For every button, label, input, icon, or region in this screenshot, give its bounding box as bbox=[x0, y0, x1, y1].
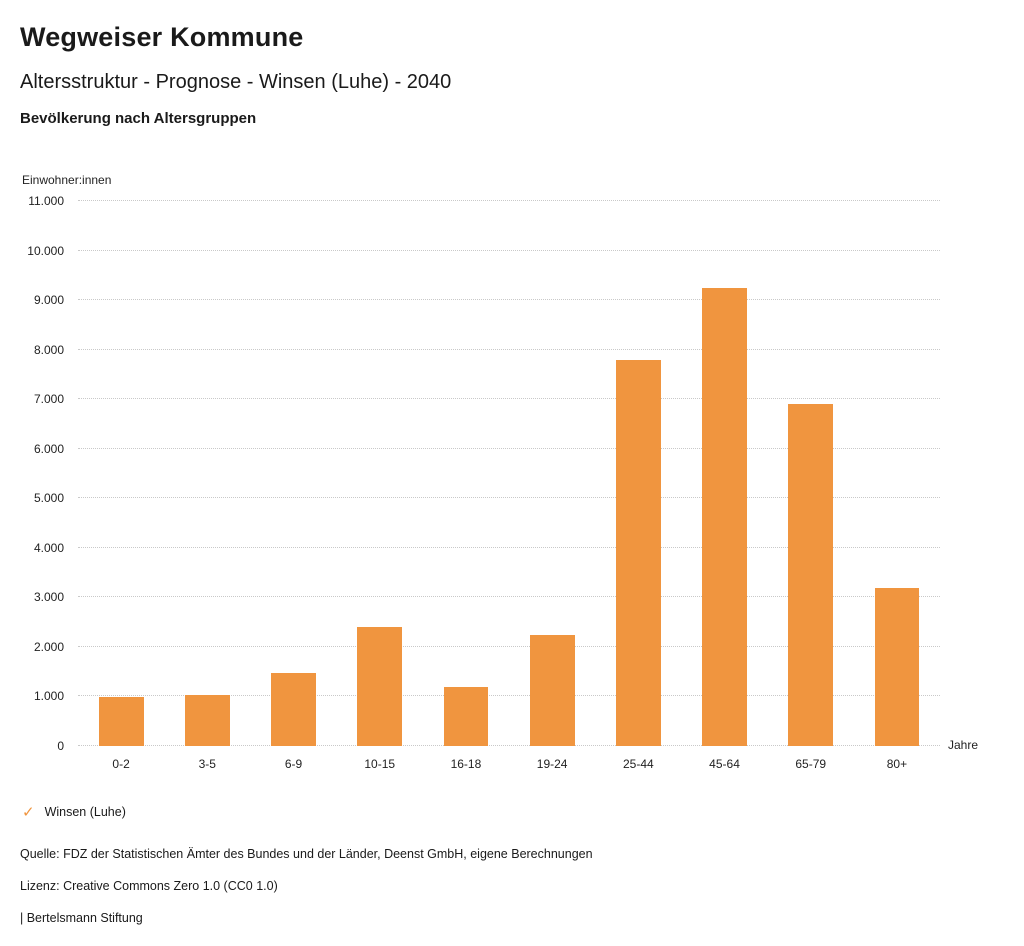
wegweiser-kommune-page: Wegweiser Kommune Altersstruktur - Progn… bbox=[20, 22, 1004, 925]
y-tick-label-10000: 10.000 bbox=[27, 243, 64, 258]
bar-65-79[interactable] bbox=[788, 404, 834, 746]
chart-heading: Bevölkerung nach Altersgruppen bbox=[20, 110, 257, 127]
bar-25-44[interactable] bbox=[615, 359, 661, 746]
gridline-3000 bbox=[78, 596, 940, 598]
x-tick-label-16-18: 16-18 bbox=[450, 757, 482, 771]
y-tick-label-6000: 6.000 bbox=[33, 441, 64, 456]
bar-group-16-18 bbox=[423, 201, 509, 746]
x-tick-label-6-9: 6-9 bbox=[284, 757, 303, 771]
gridline-2000 bbox=[78, 645, 940, 647]
gridline-8000 bbox=[78, 348, 940, 350]
y-tick-label-4000: 4.000 bbox=[33, 540, 64, 555]
x-tick-label-3-5: 3-5 bbox=[198, 757, 216, 771]
x-tick-label-45-64: 45-64 bbox=[709, 757, 740, 771]
gridline-0 bbox=[78, 745, 940, 746]
age-structure-bar-chart: Einwohner:innen 0 1.000 2.000 3.000 4.000 5.0… bbox=[20, 173, 1004, 771]
x-tick-label-25-44: 25-44 bbox=[622, 757, 654, 771]
footer-license: Lizenz: Creative Commons Zero 1.0 (CC0 1… bbox=[20, 879, 278, 893]
bar-80+[interactable] bbox=[874, 588, 920, 746]
bar-group-6-9 bbox=[250, 201, 336, 746]
bar-group-3-5 bbox=[164, 201, 250, 746]
page-subtitle: Altersstruktur - Prognose - Winsen (Luhe… bbox=[20, 71, 452, 93]
bar-group-45-64 bbox=[681, 201, 767, 746]
plot-area: Jahre bbox=[78, 200, 978, 752]
x-tick-label-80+: 80+ bbox=[886, 757, 908, 771]
y-tick-label-7000: 7.000 bbox=[33, 392, 64, 407]
y-tick-label-9000: 9.000 bbox=[33, 293, 64, 308]
bar-group-19-24 bbox=[509, 201, 595, 746]
y-tick-label-0: 0 bbox=[57, 739, 64, 753]
bar-group-65-79 bbox=[768, 201, 854, 746]
gridline-4000 bbox=[78, 546, 940, 548]
y-axis-unit-label: Einwohner:innen bbox=[22, 173, 112, 187]
bar-group-80+ bbox=[854, 201, 940, 746]
y-tick-label-2000: 2.000 bbox=[33, 639, 64, 654]
y-tick-label-5000: 5.000 bbox=[33, 491, 64, 506]
legend-item-winsen-luhe[interactable]: ✓ Winsen (Luhe) bbox=[22, 803, 1004, 821]
x-tick-label-0-2: 0-2 bbox=[112, 757, 130, 771]
y-tick-label-11000: 11.000 bbox=[28, 194, 64, 208]
x-tick-label-19-24: 19-24 bbox=[536, 757, 568, 771]
bar-group-25-44 bbox=[595, 201, 681, 746]
gridline-10000 bbox=[78, 249, 940, 251]
x-tick-label-65-79: 65-79 bbox=[795, 757, 827, 771]
bars-container bbox=[78, 201, 940, 746]
page-title: Wegweiser Kommune bbox=[20, 22, 304, 52]
gridline-6000 bbox=[78, 447, 940, 449]
bar-10-15[interactable] bbox=[357, 627, 403, 746]
footer: Quelle: FDZ der Statistischen Ämter des … bbox=[20, 847, 1004, 925]
gridline-5000 bbox=[78, 497, 940, 499]
bar-19-24[interactable] bbox=[529, 634, 575, 746]
gridline-7000 bbox=[78, 398, 940, 400]
bar-3-5[interactable] bbox=[184, 694, 230, 746]
bar-16-18[interactable] bbox=[443, 686, 489, 746]
gridline-9000 bbox=[78, 299, 940, 301]
y-tick-label-1000: 1.000 bbox=[33, 689, 64, 704]
gridline-11000 bbox=[78, 200, 940, 201]
legend-label: Winsen (Luhe) bbox=[44, 805, 126, 819]
x-axis-unit-label: Jahre bbox=[948, 738, 979, 752]
bar-group-0-2 bbox=[78, 201, 164, 746]
bar-group-10-15 bbox=[337, 201, 423, 746]
y-axis-ticks: 0 1.000 2.000 3.000 4.000 5.000 6.000 7.000 8.00… bbox=[20, 194, 78, 753]
legend-check-icon: ✓ bbox=[22, 804, 35, 821]
bar-6-9[interactable] bbox=[271, 673, 316, 746]
x-tick-label-10-15: 10-15 bbox=[364, 757, 396, 771]
chart-body: 0 1.000 2.000 3.000 4.000 5.000 6.000 7.000 8.00… bbox=[20, 194, 1004, 753]
gridlines bbox=[78, 200, 940, 746]
x-axis-labels: 0-2 3-5 6-9 10-15 16-18 19-24 25-44 45-64 65-79 8… bbox=[78, 746, 940, 771]
gridline-1000 bbox=[78, 695, 940, 697]
footer-attribution: | Bertelsmann Stiftung bbox=[20, 911, 143, 925]
bar-0-2[interactable] bbox=[98, 697, 144, 746]
bar-45-64[interactable] bbox=[702, 287, 747, 746]
footer-source: Quelle: FDZ der Statistischen Ämter des … bbox=[20, 847, 593, 861]
y-tick-label-8000: 8.000 bbox=[33, 342, 64, 357]
y-tick-label-3000: 3.000 bbox=[33, 590, 64, 605]
